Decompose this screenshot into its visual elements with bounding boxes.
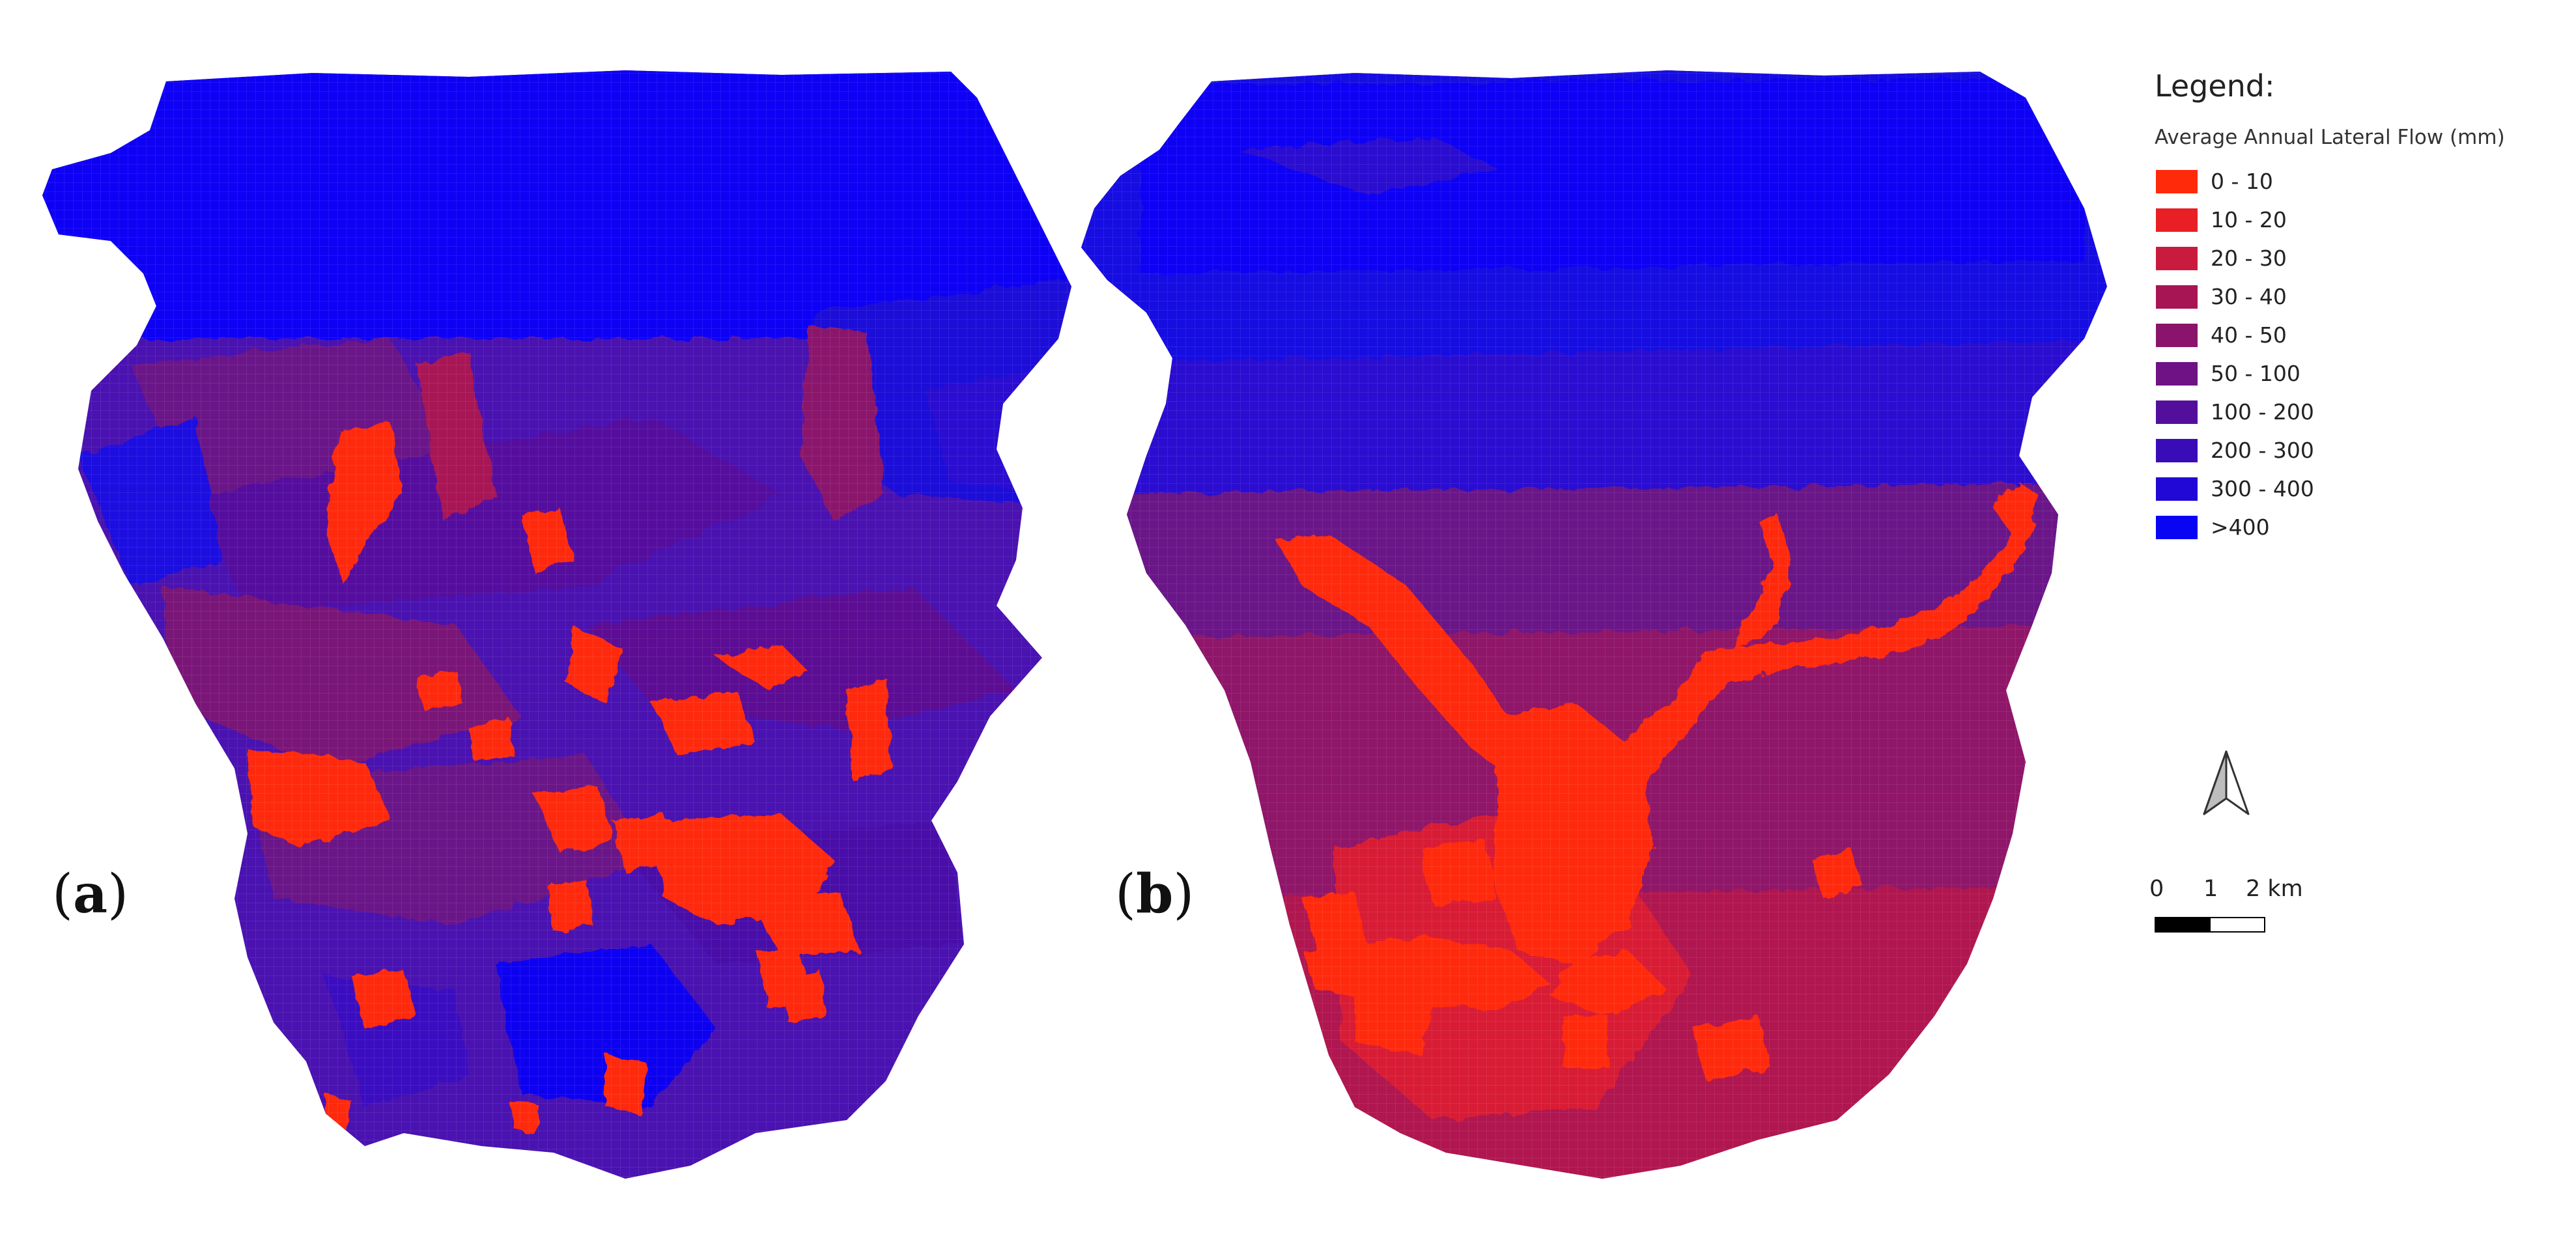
legend-item: 50 - 100: [2156, 354, 2568, 393]
scale-label-2: 2 km: [2246, 876, 2303, 902]
panel-letter-a: a: [73, 863, 108, 925]
legend-label: 10 - 20: [2211, 207, 2287, 232]
legend-item: 300 - 400: [2156, 470, 2568, 508]
legend-items: 0 - 10 10 - 20 20 - 30 30 - 40 40 - 50 50 - 1…: [2151, 162, 2568, 546]
legend-item: 10 - 20: [2156, 201, 2568, 239]
north-arrow-icon: [2203, 750, 2250, 815]
scale-bar-graphic: [2155, 917, 2265, 933]
legend-item: >400: [2156, 508, 2568, 546]
legend-label: 50 - 100: [2211, 361, 2300, 386]
legend-label: 40 - 50: [2211, 322, 2287, 348]
legend-item: 100 - 200: [2156, 393, 2568, 431]
panel-label-a: (a): [52, 863, 129, 925]
legend-item: 0 - 10: [2156, 162, 2568, 201]
map-panel-b: [1081, 70, 2107, 1179]
legend-label: 200 - 300: [2211, 438, 2314, 463]
legend-item: 30 - 40: [2156, 277, 2568, 316]
legend-subtitle: Average Annual Lateral Flow (mm): [2155, 126, 2505, 149]
legend-swatch: [2156, 361, 2198, 386]
legend-item: 40 - 50: [2156, 316, 2568, 354]
legend-swatch: [2156, 400, 2198, 424]
legend-label: 300 - 400: [2211, 476, 2314, 501]
legend-swatch: [2156, 246, 2198, 270]
panel-label-b: (b): [1115, 863, 1195, 925]
legend-swatch: [2156, 285, 2198, 309]
legend-swatch: [2156, 477, 2198, 501]
legend-title: Legend:: [2155, 68, 2275, 104]
legend-item: 200 - 300: [2156, 431, 2568, 470]
legend-swatch: [2156, 515, 2198, 539]
scale-label-0: 0: [2149, 876, 2164, 902]
legend: Legend: Average Annual Lateral Flow (mm)…: [2151, 68, 2568, 546]
legend-label: 20 - 30: [2211, 246, 2287, 271]
legend-swatch: [2156, 438, 2198, 462]
legend-swatch: [2156, 323, 2198, 347]
legend-label: 100 - 200: [2211, 399, 2314, 425]
scale-label-1: 1: [2203, 876, 2218, 902]
legend-label: >400: [2211, 514, 2270, 540]
legend-item: 20 - 30: [2156, 239, 2568, 277]
legend-swatch: [2156, 169, 2198, 193]
map-panel-a: [42, 70, 1071, 1179]
legend-label: 30 - 40: [2211, 284, 2287, 309]
legend-label: 0 - 10: [2211, 169, 2273, 194]
panel-letter-b: b: [1136, 863, 1174, 925]
legend-swatch: [2156, 208, 2198, 232]
